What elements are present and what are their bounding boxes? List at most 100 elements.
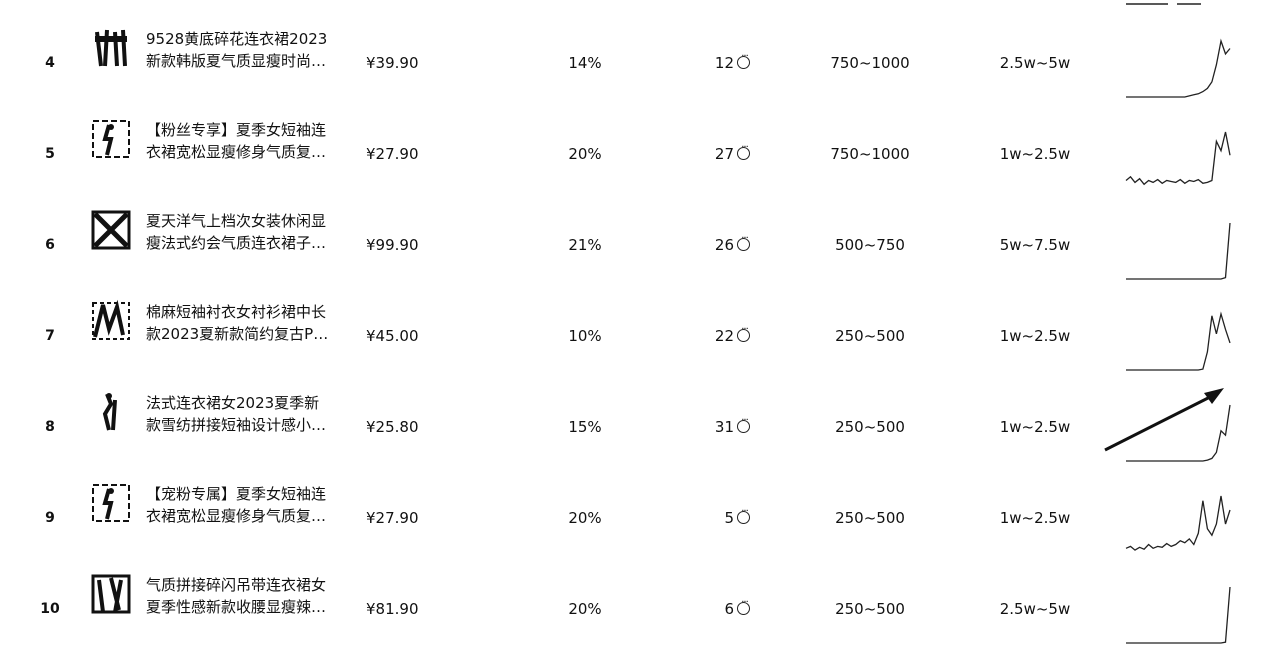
rank-number: 5 (45, 145, 55, 162)
product-title-line-2: 款雪纺拼接短袖设计感小… (146, 416, 327, 434)
product-thumbnail[interactable] (89, 26, 133, 70)
trend-line (1126, 222, 1231, 280)
product-price: ¥25.80 (366, 417, 419, 436)
people-count-value: 22 (714, 326, 734, 345)
sales-range: 2.5w~5w (999, 53, 1071, 72)
rank-number: 4 (45, 54, 55, 71)
product-title-line-2: 款2023夏新款简约复古P… (146, 325, 329, 343)
rank-number: 10 (40, 600, 60, 617)
trend-line (1126, 311, 1231, 371)
table-row[interactable]: 9 【宠粉专属】夏季女短袖连 衣裙宽松显瘦修身气质复… ¥27.90 20% 5… (0, 472, 1280, 563)
product-title-line-1: 气质拼接碎闪吊带连衣裙女 (146, 576, 327, 594)
trend-line (1126, 38, 1231, 98)
product-title[interactable]: 夏天洋气上档次女装休闲显 瘦法式约会气质连衣裙子… (146, 210, 346, 254)
product-thumbnail[interactable] (89, 481, 133, 525)
product-title-line-1: 棉麻短袖衬衣女衬衫裙中长 (146, 303, 327, 321)
commission-rate: 20% (568, 599, 602, 618)
trend-sparkline[interactable] (1120, 401, 1240, 471)
table-row[interactable]: 5 【粉丝专享】夏季女短袖连 衣裙宽松显瘦修身气质复… ¥27.90 20% 2… (0, 108, 1280, 199)
commission-rate: 10% (568, 326, 602, 345)
product-title-line-1: 【宠粉专属】夏季女短袖连 (146, 485, 327, 503)
people-count-value: 26 (714, 235, 734, 254)
rank-number: 6 (45, 236, 55, 253)
rank-number: 8 (45, 418, 55, 435)
product-title-line-2: 衣裙宽松显瘦修身气质复… (146, 507, 327, 525)
trend-sparkline[interactable] (1120, 492, 1240, 562)
volume-range: 250~500 (835, 508, 905, 527)
people-count-value: 31 (714, 417, 734, 436)
chat-bubble-icon[interactable] (737, 505, 751, 524)
volume-range: 750~1000 (830, 53, 910, 72)
people-count-value: 12 (714, 53, 734, 72)
product-title-line-2: 瘦法式约会气质连衣裙子… (146, 234, 327, 252)
volume-range: 500~750 (835, 235, 905, 254)
chat-bubble-icon[interactable] (737, 414, 751, 433)
table-row[interactable]: 10 气质拼接碎闪吊带连衣裙女 夏季性感新款收腰显瘦辣… ¥81.90 20% … (0, 563, 1280, 654)
trend-line (1126, 404, 1231, 462)
product-title-line-1: 法式连衣裙女2023夏季新 (146, 394, 320, 412)
trend-sparkline[interactable] (1120, 128, 1240, 198)
product-title[interactable]: 9528黄底碎花连衣裙2023 新款韩版夏气质显瘦时尚… (146, 28, 346, 72)
product-title[interactable]: 法式连衣裙女2023夏季新 款雪纺拼接短袖设计感小… (146, 392, 346, 436)
product-title[interactable]: 气质拼接碎闪吊带连衣裙女 夏季性感新款收腰显瘦辣… (146, 574, 346, 618)
trend-sparkline[interactable] (1120, 583, 1240, 653)
product-thumbnail[interactable] (89, 390, 133, 434)
volume-range: 750~1000 (830, 144, 910, 163)
chat-bubble-icon[interactable] (737, 50, 751, 69)
chat-bubble-icon[interactable] (737, 141, 751, 160)
product-price: ¥27.90 (366, 508, 419, 527)
sales-range: 1w~2.5w (999, 326, 1071, 345)
product-thumbnail[interactable] (89, 208, 133, 252)
trend-sparkline[interactable] (1120, 37, 1240, 107)
chat-bubble-icon[interactable] (737, 596, 751, 615)
people-count[interactable]: 27 (680, 108, 751, 199)
commission-rate: 15% (568, 417, 602, 436)
product-price: ¥81.90 (366, 599, 419, 618)
people-count[interactable]: 22 (680, 290, 751, 381)
rank-number: 7 (45, 327, 55, 344)
product-thumbnail[interactable] (89, 572, 133, 616)
people-count-value: 27 (714, 144, 734, 163)
product-title[interactable]: 【宠粉专属】夏季女短袖连 衣裙宽松显瘦修身气质复… (146, 483, 346, 527)
product-price: ¥45.00 (366, 326, 419, 345)
people-count-value: 6 (724, 599, 734, 618)
product-price: ¥27.90 (366, 144, 419, 163)
table-row[interactable]: 6 夏天洋气上档次女装休闲显 瘦法式约会气质连衣裙子… ¥99.90 21% 2… (0, 199, 1280, 290)
chat-bubble-icon[interactable] (737, 232, 751, 251)
commission-rate: 14% (568, 53, 602, 72)
product-title-line-1: 夏天洋气上档次女装休闲显 (146, 212, 327, 230)
product-thumbnail[interactable] (89, 117, 133, 161)
people-count[interactable]: 31 (680, 381, 751, 472)
people-count[interactable]: 5 (680, 472, 751, 563)
people-count[interactable]: 6 (680, 563, 751, 654)
product-price: ¥99.90 (366, 235, 419, 254)
product-title-line-2: 夏季性感新款收腰显瘦辣… (146, 598, 327, 616)
product-title[interactable]: 棉麻短袖衬衣女衬衫裙中长 款2023夏新款简约复古P… (146, 301, 346, 345)
product-title-line-1: 【粉丝专享】夏季女短袖连 (146, 121, 327, 139)
product-title[interactable]: 【粉丝专享】夏季女短袖连 衣裙宽松显瘦修身气质复… (146, 119, 346, 163)
table-row[interactable]: 7 棉麻短袖衬衣女衬衫裙中长 款2023夏新款简约复古P… ¥45.00 10%… (0, 290, 1280, 381)
sales-range: 2.5w~5w (999, 599, 1071, 618)
people-count-value: 5 (724, 508, 734, 527)
volume-range: 250~500 (835, 417, 905, 436)
table-row[interactable]: 4 9528黄底碎花连衣裙2023 新款韩版夏气质显瘦时尚… ¥39.90 14… (0, 17, 1280, 108)
product-price: ¥39.90 (366, 53, 419, 72)
commission-rate: 20% (568, 144, 602, 163)
commission-rate: 21% (568, 235, 602, 254)
sales-range: 1w~2.5w (999, 144, 1071, 163)
product-title-line-2: 新款韩版夏气质显瘦时尚… (146, 52, 327, 70)
chat-bubble-icon[interactable] (737, 323, 751, 342)
volume-range: 250~500 (835, 326, 905, 345)
trend-sparkline[interactable] (1120, 310, 1240, 380)
product-thumbnail[interactable] (89, 299, 133, 343)
top-edge-marks (1126, 3, 1201, 5)
product-title-line-1: 9528黄底碎花连衣裙2023 (146, 30, 328, 48)
people-count[interactable]: 12 (680, 17, 751, 108)
table-row[interactable]: 8 法式连衣裙女2023夏季新 款雪纺拼接短袖设计感小… ¥25.80 15% … (0, 381, 1280, 472)
trend-line (1125, 131, 1231, 186)
commission-rate: 20% (568, 508, 602, 527)
trend-sparkline[interactable] (1120, 219, 1240, 289)
rank-number: 9 (45, 509, 55, 526)
sales-range: 1w~2.5w (999, 508, 1071, 527)
people-count[interactable]: 26 (680, 199, 751, 290)
